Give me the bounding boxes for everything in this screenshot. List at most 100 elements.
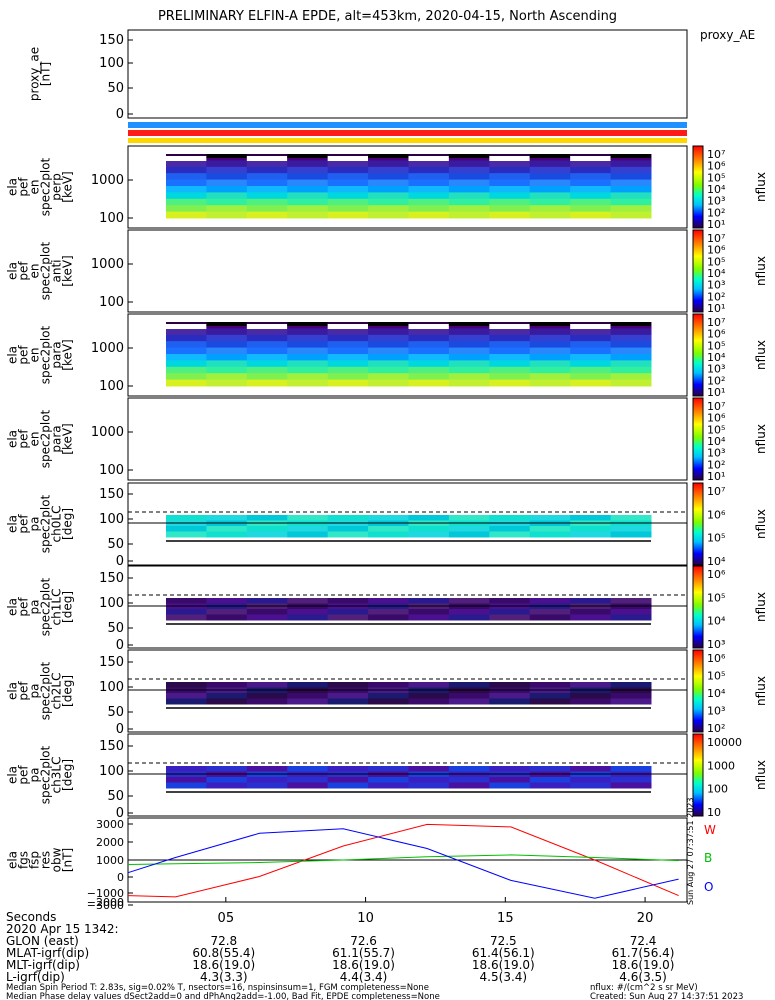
side-stamp-text: Sun Aug 27 07:37:51 2023 [686,798,695,905]
colorbar-en_perp2 [692,397,704,481]
colorbar-en_perp [692,145,704,229]
ylabel-line: proxy_ae [28,47,42,101]
ylabel-line: spec2plot [39,577,53,636]
ytick-label-en_para: 1000 [91,341,124,356]
ylabel-line: spec2plot [39,494,53,553]
ylabel-line: spec2plot [39,745,53,804]
ytick-label-en_para: 100 [99,379,124,394]
colorbar-tick-en_anti: 10⁷ [707,232,725,245]
ytick-label-fgs: 2000 [96,836,124,849]
colorbar-tick-ch1LC: 10⁶ [707,568,726,581]
colorbar-tick-en_para: 10⁷ [707,316,725,329]
ytick-label-ch3LC: 150 [99,739,124,754]
colorbar-tick-en_anti: 10² [707,290,725,303]
column-value: 72.4 [630,934,657,948]
orbit-bar-blue [128,122,687,128]
colorbar-tick-ch2LC: 10² [707,722,725,735]
row-label: GLON (east) [6,934,79,948]
ytick-label-ch1LC: 150 [99,571,124,586]
ylabel-line: [deg] [61,675,75,707]
ylabel-line: ela [6,851,20,869]
ylabel-line: ch1LC [50,589,64,626]
colorbar-ch1LC [692,565,704,649]
colorbar-label-ch2LC: nflux [754,676,768,706]
panel-frame-en_para [127,313,688,397]
footer-right-1: nflux: #/(cm^2 s sr MeV) [590,983,698,993]
colorbar-tick-en_perp: 10⁷ [707,148,725,161]
ytick-label-fgs: −2000 [87,896,124,909]
colorbar-label-en_anti: nflux [754,256,768,286]
column-value: 61.7(56.4) [612,946,675,960]
ylabel-line: ch3LC [50,757,64,794]
colorbar-label-text: nflux [754,340,768,370]
colorbar-tick-ch1LC: 10³ [707,638,725,651]
ytick-label-proxy: 0 [116,107,124,122]
ylabel-line: [deg] [61,508,75,540]
ytick-label-ch2LC: 50 [107,705,124,720]
colorbar-tick-en_anti: 10¹ [707,302,725,315]
colorbar-ch2LC [692,649,704,733]
panel-frame-en_perp2 [127,397,688,481]
ylabel-line: perp [50,173,64,201]
ytick-label-en_perp2: 100 [99,463,124,478]
panel-frame-ch3LC [127,733,688,817]
panel-frame-proxy [127,29,688,119]
row-label: L-igrf(dip) [6,970,65,984]
colorbar-tick-ch2LC: 10⁵ [707,670,725,683]
ylabel-line: fsp [28,851,42,869]
row-label: 2020 Apr 15 1342: [6,922,119,936]
colorbar-tick-ch1LC: 10⁵ [707,591,725,604]
pa-spectrogram-5 [166,515,652,538]
colorbar-tick-en_perp: 10⁶ [707,160,726,173]
ylabel-line: pef [17,429,31,449]
colorbar-label-text: nflux [754,424,768,454]
ylabel-line: pef [17,345,31,365]
colorbar-tick-en_perp2: 10⁵ [707,423,725,436]
ylabel-line: spec2plot [39,661,53,720]
ylabel-line: fgs [17,851,31,869]
colorbar-ch0LC [692,482,704,566]
colorbar-label-text: nflux [754,676,768,706]
colorbar-tick-en_perp: 10¹ [707,218,725,231]
colorbar-tick-en_perp2: 10³ [707,447,725,460]
colorbar-tick-en_para: 10⁶ [707,328,726,341]
panel-frame-ch1LC [127,565,688,649]
column-value: 72.6 [350,934,377,948]
fgs-legend-O: O [704,880,713,894]
colorbar-tick-ch3LC: 10000 [707,736,742,749]
column-value: 4.5(3.4) [480,970,528,984]
ylabel-line: [keV] [61,423,75,454]
ylabel-line: spec2plot [39,325,53,384]
ylabel-line: ela [6,430,20,448]
ytick-label-proxy: 150 [99,33,124,48]
ylabel-line: spec2plot [39,409,53,468]
ylabel-line: pa [28,684,42,699]
ytick-label-ch3LC: 0 [116,806,124,821]
panel-frame-en_anti [127,229,688,313]
ylabel-line: pef [17,261,31,281]
ytick-label-fgs: 0 [117,871,124,884]
ylabel-line: ela [6,178,20,196]
colorbar-tick-en_anti: 10⁶ [707,244,726,257]
row-label: Seconds [6,910,56,924]
colorbar-label-text: nflux [754,760,768,790]
ylabel-line: pef [17,514,31,534]
footer-left-2: Median Phase delay values dSect2add=0 an… [6,992,440,1000]
ytick-label-en_perp: 100 [99,211,124,226]
ytick-label-en_perp2: 1000 [91,425,124,440]
colorbar-tick-en_anti: 10⁴ [707,267,726,280]
colorbar-tick-ch2LC: 10⁶ [707,652,726,665]
ylabel-line: en [28,348,42,363]
colorbar-ch3LC [692,733,704,817]
colorbar-label-text: nflux [754,256,768,286]
colorbar-en_anti [692,229,704,313]
panel-frame-ch0LC [127,482,688,566]
orbit-bar-yellow [128,138,687,143]
colorbar-tick-en_para: 10⁴ [707,351,726,364]
ylabel-line: ela [6,766,20,784]
colorbar-label-ch3LC: nflux [754,760,768,790]
